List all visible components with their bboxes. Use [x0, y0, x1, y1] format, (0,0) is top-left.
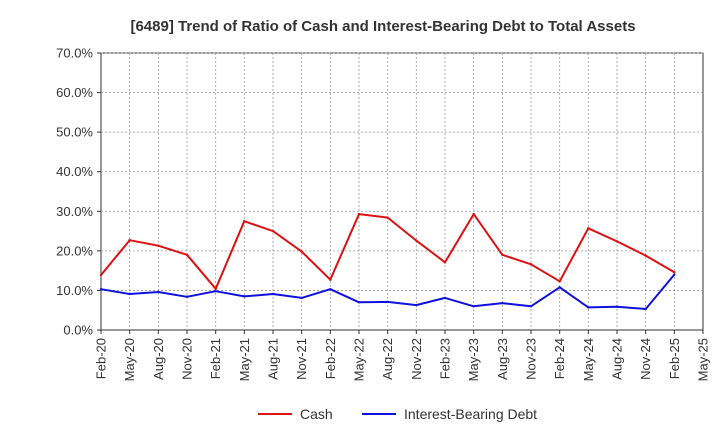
data-point — [443, 296, 447, 300]
data-point — [300, 296, 303, 300]
y-tick-label: 40.0% — [56, 164, 93, 179]
data-point — [415, 303, 418, 307]
y-tick-label: 0.0% — [63, 323, 93, 338]
data-point — [472, 212, 475, 216]
data-point — [300, 250, 303, 253]
data-point — [443, 261, 447, 264]
data-point — [271, 292, 275, 296]
x-tick-label: May-22 — [352, 338, 367, 381]
x-tick-label: Nov-21 — [294, 338, 309, 380]
y-tick-label: 20.0% — [56, 243, 93, 258]
data-point — [99, 288, 103, 291]
data-point — [357, 301, 361, 304]
x-tick-label: Feb-25 — [667, 338, 682, 379]
data-point — [615, 240, 619, 243]
data-point — [472, 305, 475, 308]
data-point — [185, 295, 189, 298]
x-tick-label: May-24 — [581, 338, 596, 381]
data-point — [329, 288, 332, 291]
data-point — [271, 229, 275, 233]
x-tick-label: Nov-24 — [638, 338, 653, 380]
x-tick-label: Feb-23 — [438, 338, 453, 379]
data-point — [644, 307, 647, 311]
x-tick-label: Nov-23 — [524, 338, 539, 380]
x-axis: Feb-20 May-20 Aug-20 Nov-20 Feb-21 May-21 Aug-… — [94, 330, 711, 381]
gridlines — [101, 52, 703, 330]
legend-item-1: Interest-Bearing Debt — [362, 406, 537, 422]
x-tick-label: Aug-23 — [495, 338, 510, 380]
data-point — [529, 263, 533, 266]
data-point — [128, 292, 131, 296]
data-point — [615, 305, 619, 308]
data-point — [529, 305, 533, 308]
data-point — [329, 278, 332, 281]
data-point — [243, 295, 246, 298]
x-tick-label: May-25 — [696, 338, 711, 381]
data-point — [673, 271, 676, 274]
data-point — [644, 254, 647, 257]
y-tick-label: 30.0% — [56, 204, 93, 219]
legend: Cash Interest-Bearing Debt — [258, 406, 537, 422]
x-tick-label: Aug-22 — [380, 338, 395, 380]
data-point — [243, 219, 246, 223]
data-point — [673, 273, 676, 276]
x-tick-label: May-20 — [122, 338, 137, 381]
data-point — [357, 212, 361, 216]
data-point — [386, 216, 389, 219]
y-tick-label: 50.0% — [56, 125, 93, 140]
x-tick-label: May-21 — [237, 338, 252, 381]
legend-label: Cash — [300, 406, 333, 422]
data-point — [214, 287, 217, 291]
y-tick-label: 70.0% — [56, 46, 93, 61]
data-point — [501, 253, 504, 257]
chart-title: [6489] Trend of Ratio of Cash and Intere… — [130, 18, 635, 35]
x-tick-label: Aug-20 — [151, 338, 166, 380]
data-point — [415, 239, 418, 242]
x-tick-label: Nov-20 — [180, 338, 195, 380]
x-tick-label: Aug-24 — [610, 338, 625, 380]
data-point — [185, 253, 189, 257]
x-tick-label: May-23 — [466, 338, 481, 381]
y-axis: 0.0% 10.0% 20.0% 30.0% 40.0% 50.0% 60.0% 70.0% — [56, 46, 101, 338]
x-tick-label: Feb-24 — [552, 338, 567, 379]
data-point — [214, 290, 217, 293]
x-tick-label: Feb-20 — [94, 338, 109, 379]
data-point — [157, 290, 160, 294]
series-layer — [99, 212, 676, 311]
y-tick-label: 10.0% — [56, 283, 93, 298]
data-point — [386, 300, 389, 304]
x-tick-label: Nov-22 — [409, 338, 424, 380]
plot-area — [100, 52, 704, 331]
x-tick-label: Feb-21 — [208, 338, 223, 379]
data-point — [558, 280, 561, 283]
legend-label: Interest-Bearing Debt — [404, 406, 537, 422]
legend-item-0: Cash — [258, 406, 333, 422]
x-tick-label: Feb-22 — [323, 338, 338, 379]
data-point — [587, 306, 590, 309]
data-point — [558, 286, 561, 289]
x-tick-label: Aug-21 — [266, 338, 281, 380]
data-point — [157, 244, 160, 247]
data-point — [587, 227, 590, 230]
data-point — [99, 273, 103, 277]
data-point — [128, 238, 131, 242]
y-tick-label: 60.0% — [56, 85, 93, 100]
data-point — [501, 301, 504, 305]
